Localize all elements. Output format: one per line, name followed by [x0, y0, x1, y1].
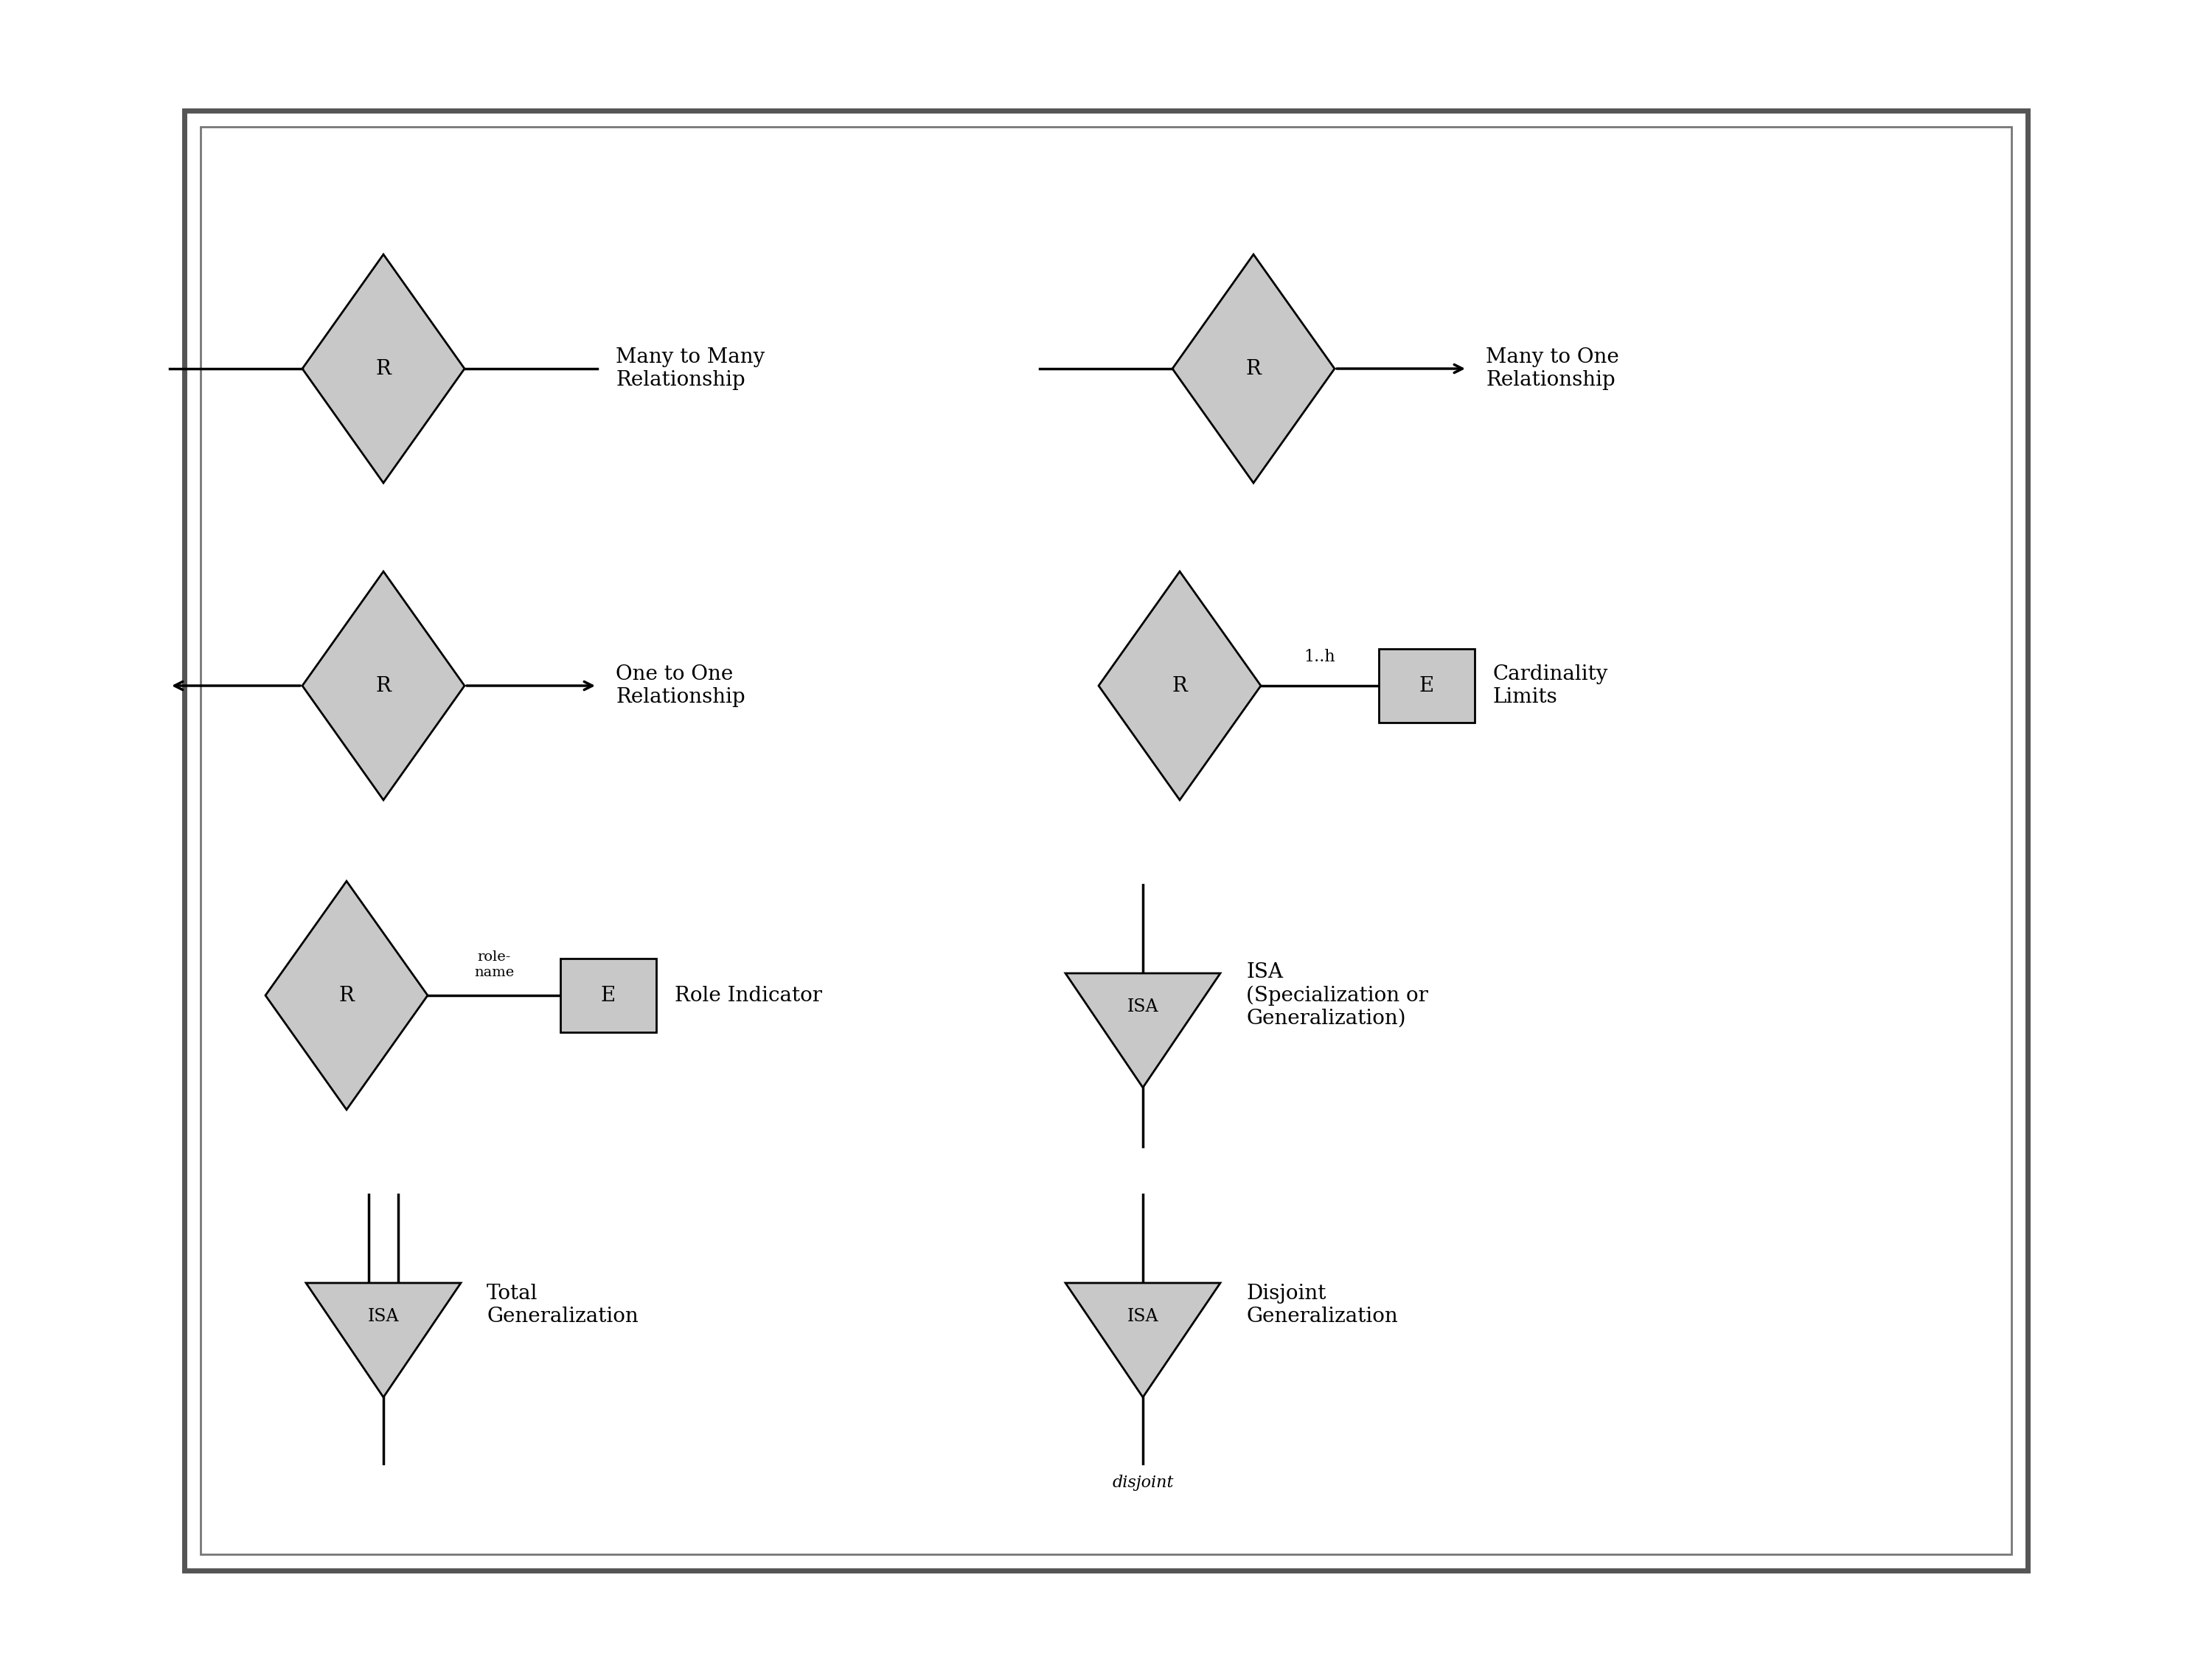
Text: Cardinality
Limits: Cardinality Limits	[1493, 664, 1608, 707]
Polygon shape	[1172, 254, 1334, 483]
Polygon shape	[303, 254, 465, 483]
Text: ISA
(Specialization or
Generalization): ISA (Specialization or Generalization)	[1245, 962, 1429, 1029]
Polygon shape	[1066, 974, 1221, 1088]
Polygon shape	[1066, 1282, 1221, 1397]
Bar	[1378, 649, 1475, 723]
Bar	[184, 111, 2028, 1571]
Text: One to One
Relationship: One to One Relationship	[615, 664, 745, 707]
Text: ISA: ISA	[1128, 1307, 1159, 1324]
Text: R: R	[376, 358, 392, 378]
Polygon shape	[305, 1282, 460, 1397]
Bar	[201, 126, 2011, 1554]
Text: ISA: ISA	[1128, 999, 1159, 1015]
Text: ISA: ISA	[367, 1307, 398, 1324]
Polygon shape	[303, 571, 465, 800]
Text: 1..h: 1..h	[1305, 649, 1336, 665]
Text: Disjoint
Generalization: Disjoint Generalization	[1245, 1284, 1398, 1327]
Text: Many to One
Relationship: Many to One Relationship	[1486, 347, 1619, 390]
Text: R: R	[1172, 675, 1188, 695]
Polygon shape	[265, 881, 427, 1110]
Text: E: E	[1420, 675, 1433, 695]
Text: disjoint: disjoint	[1113, 1475, 1175, 1491]
Text: Role Indicator: Role Indicator	[675, 985, 823, 1005]
Polygon shape	[1099, 571, 1261, 800]
Text: R: R	[376, 675, 392, 695]
Text: role-
name: role- name	[473, 951, 513, 979]
Text: E: E	[602, 985, 615, 1005]
Text: Total
Generalization: Total Generalization	[487, 1284, 639, 1327]
Text: R: R	[338, 985, 354, 1005]
Text: R: R	[1245, 358, 1261, 378]
Text: Many to Many
Relationship: Many to Many Relationship	[615, 347, 765, 390]
Bar	[560, 959, 657, 1032]
